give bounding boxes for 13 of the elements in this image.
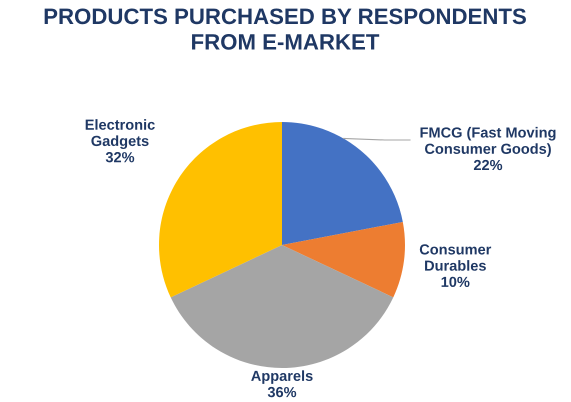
data-label: 32% <box>106 152 134 162</box>
pie-slice <box>282 122 403 245</box>
data-label: 22% <box>474 160 502 170</box>
slice-label: Electronic Gadgets <box>86 119 155 150</box>
chart-title: PRODUCTS PURCHASED BY RESPONDENTS FROM E-MARKET <box>44 8 526 50</box>
slice-label: Consumer Durables <box>420 244 492 271</box>
pie-slice <box>282 222 405 298</box>
data-label: 36% <box>268 386 296 398</box>
slice-label: FMCG (Fast Moving Consumer Goods) <box>420 126 556 157</box>
data-label: 10% <box>442 276 470 288</box>
pie-slice <box>159 122 282 298</box>
slice-label: Apparels <box>251 370 313 384</box>
pie-slice <box>170 245 394 368</box>
